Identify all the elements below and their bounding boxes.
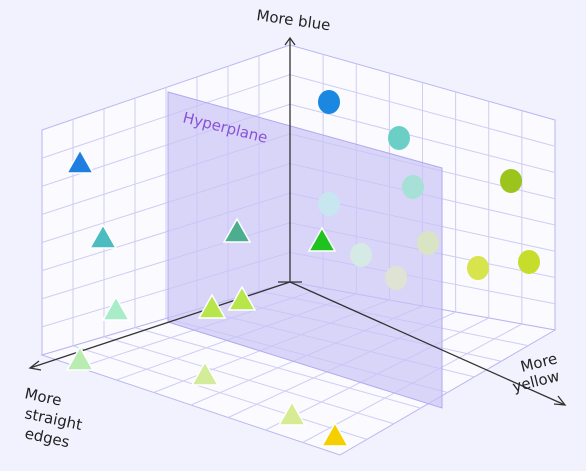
hyperplane [167, 91, 443, 409]
circle [318, 90, 340, 114]
triangle [197, 293, 227, 319]
triangle [190, 360, 220, 386]
grid-line [289, 103, 556, 173]
grid-line [41, 74, 291, 159]
circle [350, 243, 372, 267]
triangle [222, 217, 252, 243]
arrow [284, 36, 296, 46]
triangle [307, 226, 337, 252]
triangle [65, 148, 95, 174]
triangle [227, 285, 257, 311]
circle [318, 192, 340, 216]
triangle [65, 345, 95, 371]
circle [417, 231, 439, 255]
arrow [553, 395, 567, 406]
circle [467, 256, 489, 280]
axis-right [289, 281, 566, 406]
triangle [88, 223, 118, 249]
circle [500, 169, 522, 193]
triangle [320, 421, 350, 447]
grid-line [289, 74, 556, 147]
points [65, 90, 540, 447]
circle [402, 175, 424, 199]
triangle [277, 400, 307, 426]
arrow [28, 360, 42, 371]
circle [388, 126, 410, 150]
circle [385, 266, 407, 290]
triangle [101, 295, 131, 321]
circle [518, 250, 540, 274]
